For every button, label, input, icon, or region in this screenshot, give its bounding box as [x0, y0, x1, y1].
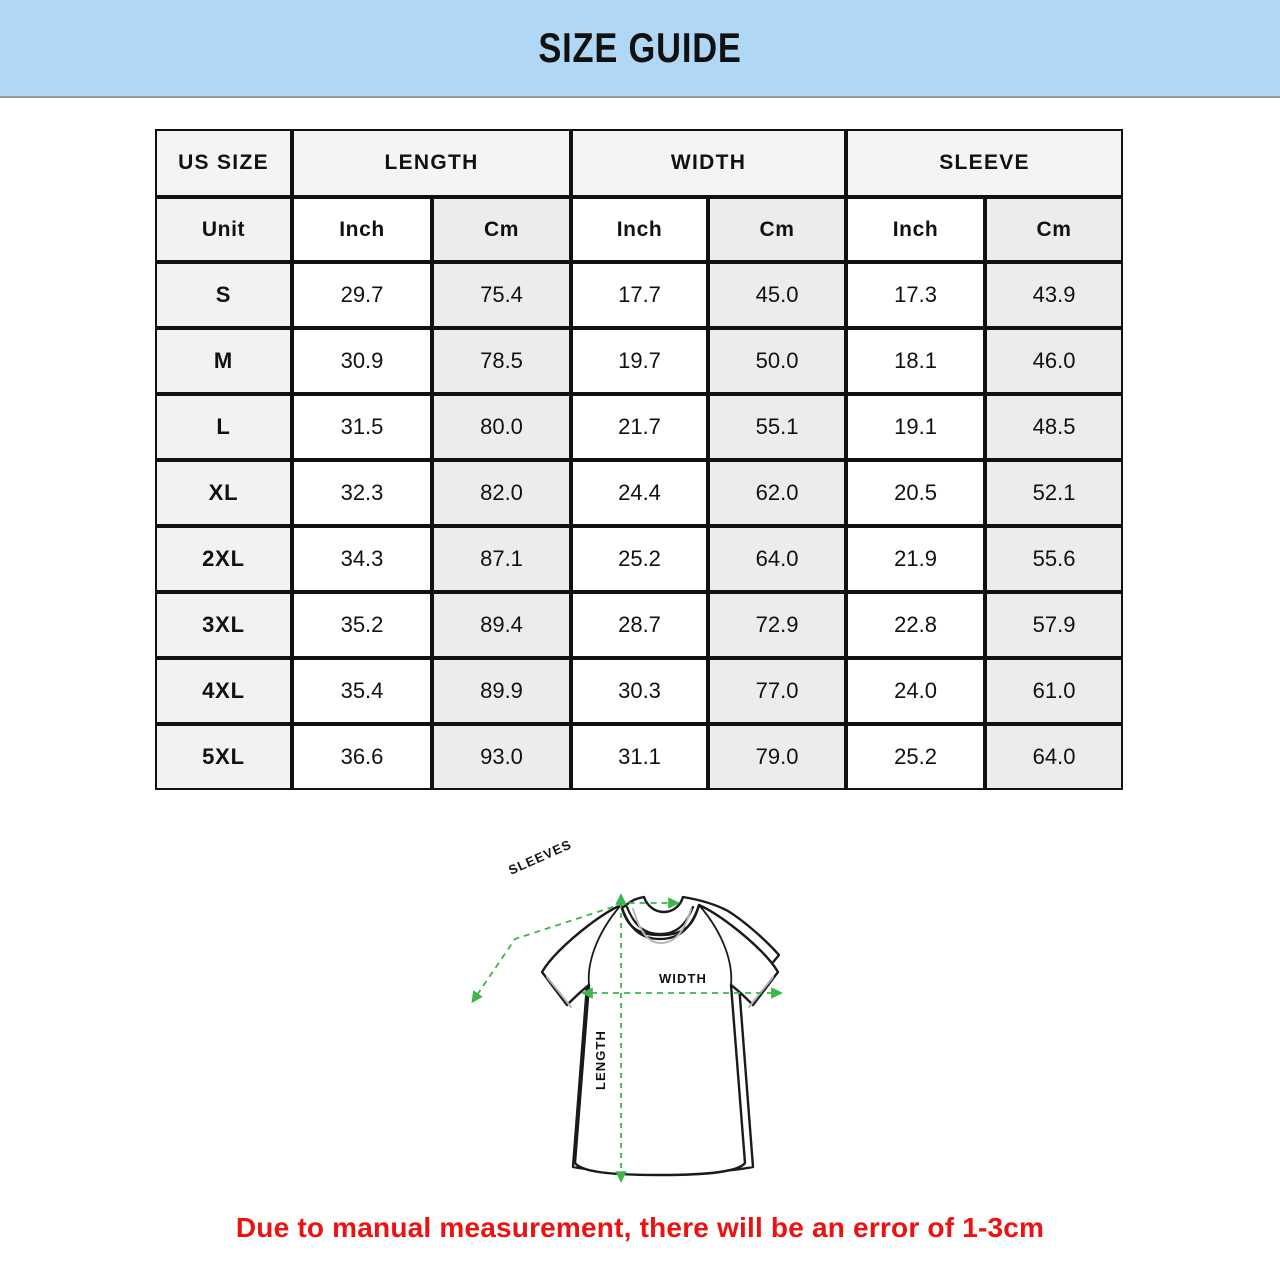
cell-sleeve-in: 18.1 [846, 328, 986, 394]
size-chart-table: US SIZE LENGTH WIDTH SLEEVE Unit Inch Cm… [155, 129, 1124, 790]
length-label: LENGTH [593, 1030, 608, 1090]
cell-width-in: 31.1 [571, 724, 709, 790]
width-label: WIDTH [659, 971, 707, 986]
cell-length-cm: 82.0 [432, 460, 572, 526]
cell-width-cm: 77.0 [708, 658, 847, 724]
cell-width-in: 30.3 [571, 658, 709, 724]
header-us-size: US SIZE [155, 129, 292, 197]
cell-sleeve-cm: 48.5 [985, 394, 1124, 460]
cell-sleeve-cm: 43.9 [985, 262, 1124, 328]
cell-length-in: 35.2 [292, 592, 432, 658]
header-sleeve-cm: Cm [985, 197, 1124, 262]
cell-width-cm: 64.0 [708, 526, 847, 592]
table-row: 2XL 34.3 87.1 25.2 64.0 21.9 55.6 [155, 526, 1124, 592]
cell-length-cm: 80.0 [432, 394, 572, 460]
header-length: LENGTH [292, 129, 572, 197]
header-sleeve-inch: Inch [846, 197, 986, 262]
cell-length-in: 35.4 [292, 658, 432, 724]
table-row: M 30.9 78.5 19.7 50.0 18.1 46.0 [155, 328, 1124, 394]
header-length-cm: Cm [432, 197, 572, 262]
cell-width-in: 21.7 [571, 394, 709, 460]
cell-length-cm: 78.5 [432, 328, 572, 394]
cell-sleeve-in: 24.0 [846, 658, 986, 724]
cell-length-in: 30.9 [292, 328, 432, 394]
table-row: XL 32.3 82.0 24.4 62.0 20.5 52.1 [155, 460, 1124, 526]
cell-size: 5XL [155, 724, 292, 790]
header-sleeve: SLEEVE [846, 129, 1124, 197]
table-row: 3XL 35.2 89.4 28.7 72.9 22.8 57.9 [155, 592, 1124, 658]
page-header-banner: SIZE GUIDE [0, 0, 1280, 98]
cell-size: M [155, 328, 292, 394]
cell-length-in: 31.5 [292, 394, 432, 460]
cell-size: 3XL [155, 592, 292, 658]
cell-width-in: 25.2 [571, 526, 709, 592]
header-length-inch: Inch [292, 197, 432, 262]
cell-sleeve-in: 21.9 [846, 526, 986, 592]
table-unit-header-row: Unit Inch Cm Inch Cm Inch Cm [155, 197, 1124, 262]
header-unit: Unit [155, 197, 292, 262]
cell-sleeve-in: 19.1 [846, 394, 986, 460]
cell-sleeve-cm: 46.0 [985, 328, 1124, 394]
sleeves-label: SLEEVES [506, 837, 574, 878]
cell-sleeve-in: 20.5 [846, 460, 986, 526]
cell-length-in: 34.3 [292, 526, 432, 592]
cell-length-cm: 93.0 [432, 724, 572, 790]
cell-length-in: 36.6 [292, 724, 432, 790]
cell-sleeve-cm: 57.9 [985, 592, 1124, 658]
cell-width-cm: 50.0 [708, 328, 847, 394]
cell-sleeve-in: 25.2 [846, 724, 986, 790]
measurement-disclaimer: Due to manual measurement, there will be… [235, 1212, 1045, 1243]
cell-width-cm: 72.9 [708, 592, 847, 658]
tshirt-measurement-diagram: SLEEVES LENGTH WIDTH [455, 815, 865, 1205]
sleeves-measure-guide [471, 897, 680, 1004]
cell-sleeve-cm: 61.0 [985, 658, 1124, 724]
table-row: S 29.7 75.4 17.7 45.0 17.3 43.9 [155, 262, 1124, 328]
cell-length-cm: 89.9 [432, 658, 572, 724]
page-title: SIZE GUIDE [538, 24, 742, 71]
table-row: 4XL 35.4 89.9 30.3 77.0 24.0 61.0 [155, 658, 1124, 724]
cell-width-cm: 55.1 [708, 394, 847, 460]
cell-sleeve-in: 17.3 [846, 262, 986, 328]
cell-size: S [155, 262, 292, 328]
cell-width-cm: 62.0 [708, 460, 847, 526]
cell-width-in: 19.7 [571, 328, 709, 394]
table-row: 5XL 36.6 93.0 31.1 79.0 25.2 64.0 [155, 724, 1124, 790]
cell-sleeve-in: 22.8 [846, 592, 986, 658]
cell-width-in: 28.7 [571, 592, 709, 658]
cell-sleeve-cm: 55.6 [985, 526, 1124, 592]
cell-size: 2XL [155, 526, 292, 592]
cell-sleeve-cm: 52.1 [985, 460, 1124, 526]
cell-size: 4XL [155, 658, 292, 724]
cell-length-cm: 89.4 [432, 592, 572, 658]
cell-width-cm: 79.0 [708, 724, 847, 790]
cell-width-cm: 45.0 [708, 262, 847, 328]
cell-width-in: 17.7 [571, 262, 709, 328]
cell-length-in: 29.7 [292, 262, 432, 328]
size-table-container: US SIZE LENGTH WIDTH SLEEVE Unit Inch Cm… [155, 129, 1124, 790]
header-width-cm: Cm [708, 197, 847, 262]
table-group-header-row: US SIZE LENGTH WIDTH SLEEVE [155, 129, 1124, 197]
cell-length-in: 32.3 [292, 460, 432, 526]
cell-size: L [155, 394, 292, 460]
cell-length-cm: 75.4 [432, 262, 572, 328]
table-row: L 31.5 80.0 21.7 55.1 19.1 48.5 [155, 394, 1124, 460]
cell-length-cm: 87.1 [432, 526, 572, 592]
cell-size: XL [155, 460, 292, 526]
cell-sleeve-cm: 64.0 [985, 724, 1124, 790]
header-width: WIDTH [571, 129, 847, 197]
cell-width-in: 24.4 [571, 460, 709, 526]
header-width-inch: Inch [571, 197, 709, 262]
